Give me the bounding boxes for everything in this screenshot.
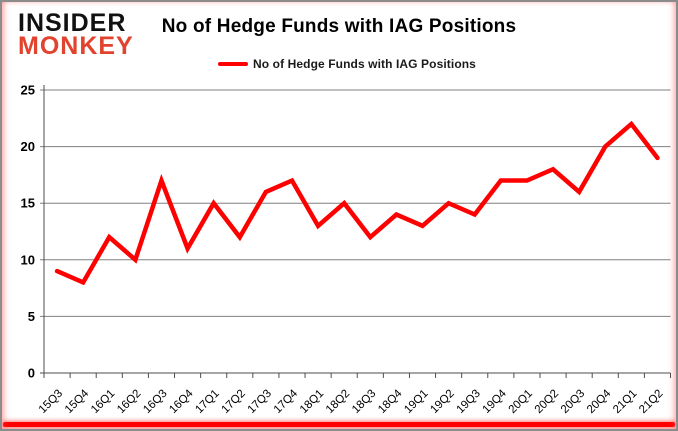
svg-text:15Q4: 15Q4: [63, 387, 92, 416]
svg-text:16Q2: 16Q2: [115, 388, 143, 416]
svg-text:10: 10: [21, 252, 35, 267]
svg-text:18Q4: 18Q4: [376, 387, 405, 416]
legend-label: No of Hedge Funds with IAG Positions: [253, 57, 476, 71]
svg-text:18Q3: 18Q3: [350, 388, 378, 416]
page-title: No of Hedge Funds with IAG Positions: [161, 16, 517, 37]
svg-text:17Q1: 17Q1: [193, 388, 221, 416]
svg-text:21Q2: 21Q2: [637, 388, 665, 416]
svg-text:15Q3: 15Q3: [37, 388, 65, 416]
svg-text:21Q1: 21Q1: [611, 388, 639, 416]
logo-line-monkey: MONKEY: [18, 32, 134, 60]
svg-text:16Q4: 16Q4: [167, 387, 196, 416]
svg-text:19Q3: 19Q3: [454, 388, 482, 416]
bottom-accent-bar: [3, 422, 675, 427]
svg-text:20Q2: 20Q2: [533, 388, 561, 416]
svg-text:17Q3: 17Q3: [246, 388, 274, 416]
svg-text:16Q1: 16Q1: [89, 388, 117, 416]
svg-text:20: 20: [21, 139, 35, 154]
svg-text:19Q2: 19Q2: [428, 388, 456, 416]
svg-text:18Q1: 18Q1: [298, 388, 326, 416]
svg-text:15: 15: [21, 196, 35, 211]
svg-text:5: 5: [28, 309, 35, 324]
legend-line-marker-icon: [218, 62, 249, 66]
svg-text:18Q2: 18Q2: [324, 388, 352, 416]
svg-text:19Q4: 19Q4: [481, 387, 510, 416]
svg-text:19Q1: 19Q1: [402, 388, 430, 416]
svg-text:17Q4: 17Q4: [272, 387, 301, 416]
svg-text:25: 25: [21, 83, 35, 98]
chart-legend: No of Hedge Funds with IAG Positions: [2, 57, 676, 71]
svg-text:20Q1: 20Q1: [507, 388, 535, 416]
svg-text:17Q2: 17Q2: [220, 388, 248, 416]
svg-text:20Q3: 20Q3: [559, 388, 587, 416]
svg-text:20Q4: 20Q4: [585, 387, 614, 416]
svg-text:16Q3: 16Q3: [141, 388, 169, 416]
insider-monkey-logo: INSIDER MONKEY: [18, 9, 134, 60]
svg-text:0: 0: [28, 366, 35, 381]
logo-line-insider: INSIDER: [18, 9, 127, 37]
